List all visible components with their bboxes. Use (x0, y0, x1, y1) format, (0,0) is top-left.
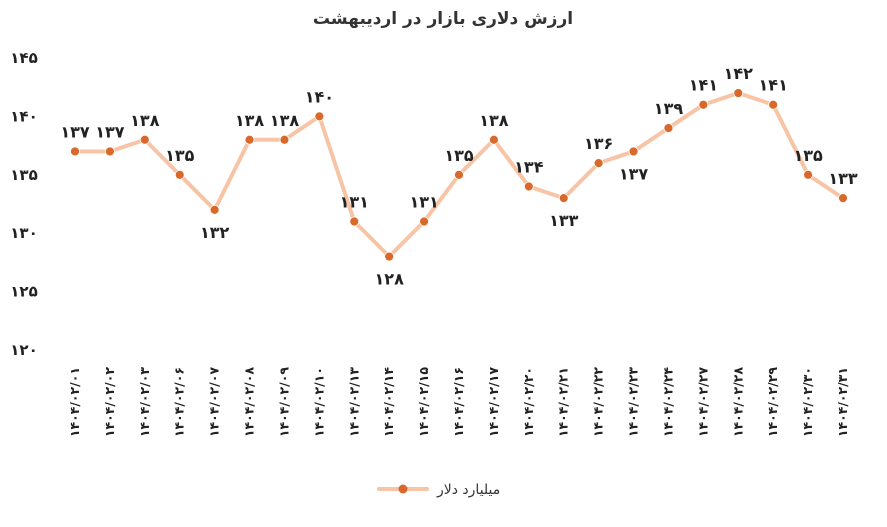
data-point (768, 99, 779, 110)
data-label: ۱۳۴ (514, 157, 544, 176)
data-point (558, 193, 569, 204)
data-label: ۱۳۸ (235, 111, 265, 130)
data-label: ۱۳۹ (654, 99, 684, 118)
data-point (244, 134, 255, 145)
data-point (384, 251, 395, 262)
data-point (209, 204, 220, 215)
x-tick-label: ۱۴۰۴/۰۲/۲۳ (626, 367, 641, 438)
x-tick-label: ۱۴۰۴/۰۲/۱۳ (346, 367, 361, 438)
y-axis: ۱۲۰ ۱۲۵ ۱۳۰ ۱۳۵ ۱۴۰ ۱۴۵ (10, 49, 37, 359)
legend: میلیارد دلار (377, 482, 500, 498)
x-tick-label: ۱۴۰۴/۰۲/۰۲ (102, 367, 117, 438)
data-label: ۱۳۸ (479, 111, 509, 130)
x-tick-label: ۱۴۰۴/۰۲/۳۰ (800, 367, 815, 437)
x-tick-label: ۱۴۰۴/۰۲/۱۶ (451, 367, 466, 437)
y-tick-label: ۱۴۵ (10, 49, 37, 67)
chart-title: ارزش دلاری بازار در اردیبهشت (313, 9, 573, 29)
x-tick-label: ۱۴۰۴/۰۲/۳۱ (835, 367, 850, 437)
series-layer: ۱۳۷ ۱۳۷ ۱۳۸ ۱۳۵ ۱۳۲ ۱۳۸ ۱۳۸ ۱۴۰ ۱۳۱ ۱۲۸ ۱۳۱ ۱۳۵ ۱۳۸ ۱… (60, 64, 858, 289)
legend-marker (398, 484, 408, 494)
legend-label: میلیارد دلار (436, 482, 500, 498)
data-point (314, 111, 325, 122)
data-label: ۱۳۵ (793, 146, 823, 165)
data-point (279, 134, 290, 145)
x-tick-label: ۱۴۰۴/۰۲/۱۴ (381, 367, 396, 438)
x-tick-label: ۱۴۰۴/۰۲/۲۱ (556, 367, 571, 437)
data-label: ۱۳۷ (619, 164, 649, 183)
data-point (593, 158, 604, 169)
data-label: ۱۳۳ (549, 211, 579, 230)
data-point (803, 169, 813, 180)
data-label: ۱۳۳ (828, 169, 858, 188)
data-label: ۱۳۷ (95, 122, 125, 141)
y-tick-label: ۱۲۵ (10, 283, 37, 301)
data-point (489, 134, 499, 145)
x-tick-label: ۱۴۰۴/۰۲/۲۴ (660, 367, 675, 438)
y-tick-label: ۱۳۵ (10, 166, 37, 184)
data-label: ۱۴۲ (724, 64, 754, 83)
x-tick-label: ۱۴۰۴/۰۲/۲۹ (765, 367, 780, 438)
x-tick-label: ۱۴۰۴/۰۲/۰۶ (172, 367, 187, 437)
data-point (698, 99, 709, 110)
x-tick-label: ۱۴۰۴/۰۲/۲۷ (695, 367, 710, 438)
x-tick-label: ۱۴۰۴/۰۲/۰۸ (242, 367, 257, 438)
x-tick-label: ۱۴۰۴/۰۲/۰۳ (137, 367, 152, 438)
data-label: ۱۳۸ (130, 111, 160, 130)
data-label: ۱۴۱ (759, 76, 788, 95)
y-tick-label: ۱۴۰ (10, 107, 37, 125)
data-point (70, 146, 80, 157)
x-tick-label: ۱۴۰۴/۰۲/۱۰ (311, 367, 326, 437)
x-tick-label: ۱۴۰۴/۰۲/۱۷ (486, 367, 501, 438)
x-tick-label: ۱۴۰۴/۰۲/۲۲ (591, 367, 606, 438)
data-point (349, 216, 360, 227)
data-label: ۱۳۲ (200, 223, 230, 242)
x-tick-label: ۱۴۰۴/۰۲/۰۷ (207, 367, 222, 438)
x-tick-label: ۱۴۰۴/۰۲/۲۸ (730, 367, 745, 438)
data-point (733, 88, 744, 98)
x-axis: ۱۴۰۴/۰۲/۰۱ ۱۴۰۴/۰۲/۰۲ ۱۴۰۴/۰۲/۰۳ ۱۴۰۴/۰۲/۰۶… (67, 367, 850, 438)
data-label: ۱۴۰ (305, 87, 334, 106)
data-label: ۱۴۱ (689, 76, 718, 95)
y-tick-label: ۱۲۰ (10, 341, 37, 359)
data-label: ۱۳۷ (60, 122, 90, 141)
data-point (419, 216, 429, 227)
x-tick-label: ۱۴۰۴/۰۲/۰۱ (67, 367, 82, 437)
data-point (628, 146, 639, 157)
data-point (523, 181, 534, 192)
y-tick-label: ۱۳۰ (10, 224, 37, 242)
data-label: ۱۳۶ (584, 134, 613, 153)
data-label: ۱۲۸ (375, 270, 405, 289)
data-point (663, 123, 674, 133)
data-label: ۱۳۵ (444, 146, 474, 165)
data-label: ۱۳۱ (340, 193, 369, 212)
data-point (105, 146, 115, 157)
data-label: ۱۳۱ (409, 193, 438, 212)
data-point (139, 134, 150, 145)
data-label: ۱۳۸ (270, 111, 300, 130)
x-tick-label: ۱۴۰۴/۰۲/۲۰ (521, 367, 536, 437)
data-label: ۱۳۵ (165, 146, 195, 165)
data-point (838, 193, 848, 204)
data-point (174, 169, 185, 180)
data-point (454, 169, 464, 180)
x-tick-label: ۱۴۰۴/۰۲/۱۵ (416, 367, 431, 438)
x-tick-label: ۱۴۰۴/۰۲/۰۹ (276, 367, 291, 438)
